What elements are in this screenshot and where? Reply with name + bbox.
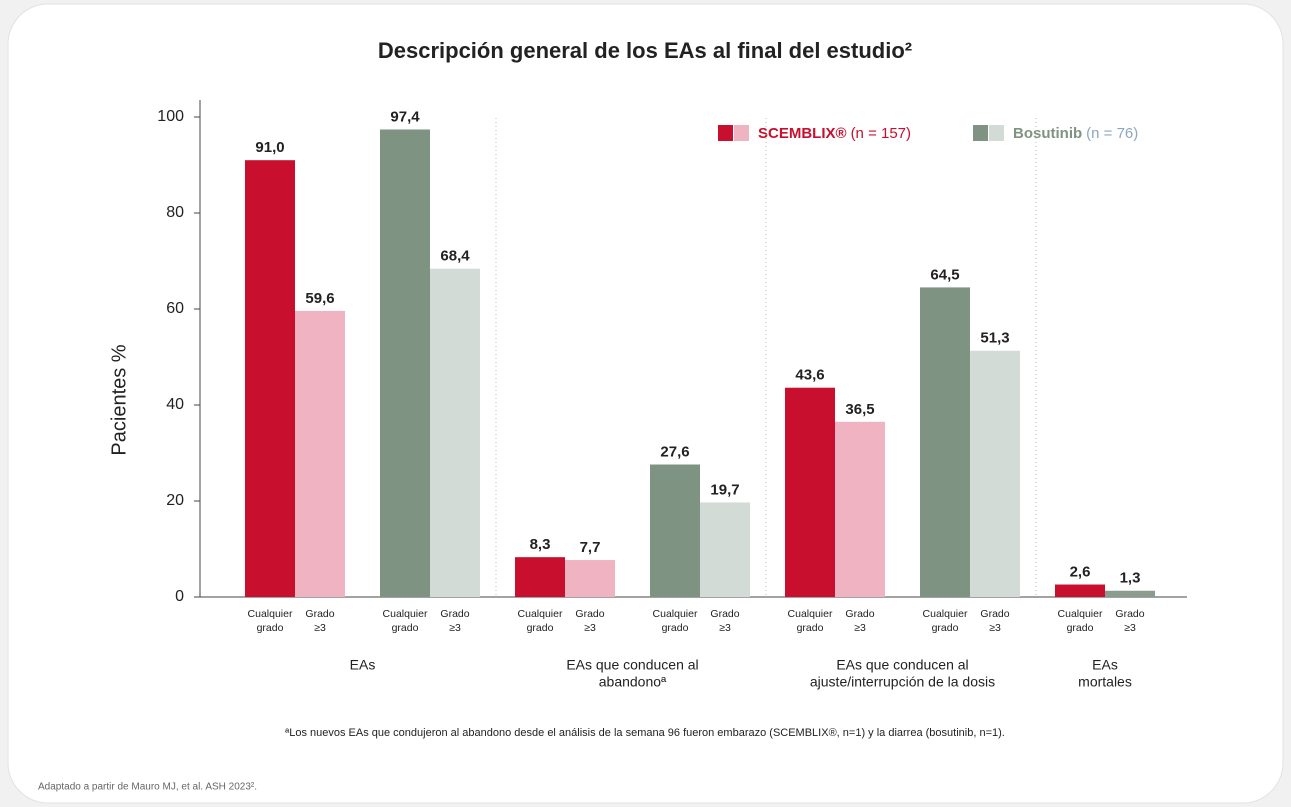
y-tick-label: 20 bbox=[166, 492, 184, 509]
legend-note: (n = 76) bbox=[1086, 125, 1138, 142]
x-tick-label: ≥3 bbox=[719, 622, 731, 634]
x-tick-label: Grado bbox=[980, 608, 1009, 620]
x-tick-label: ≥3 bbox=[1124, 622, 1136, 634]
x-tick-label: grado bbox=[392, 622, 419, 634]
x-tick-label: Cualquier bbox=[923, 608, 968, 620]
bar bbox=[1105, 590, 1155, 597]
legend-swatch bbox=[734, 125, 749, 141]
value-label: 64,5 bbox=[930, 266, 959, 283]
bar bbox=[295, 310, 345, 597]
chart-title: Descripción general de los EAs al final … bbox=[378, 38, 912, 63]
value-label: 68,4 bbox=[440, 248, 470, 265]
value-label: 19,7 bbox=[710, 481, 739, 498]
source: Adaptado a partir de Mauro MJ, et al. AS… bbox=[38, 782, 257, 793]
bar bbox=[515, 557, 565, 597]
y-tick-label: 60 bbox=[166, 300, 184, 317]
x-tick-label: grado bbox=[662, 622, 689, 634]
x-tick-label: ≥3 bbox=[314, 622, 326, 634]
footnote: ªLos nuevos EAs que condujeron al abando… bbox=[285, 727, 1005, 739]
x-tick-label: grado bbox=[257, 622, 284, 634]
group-label: ajuste/interrupción de la dosis bbox=[810, 674, 995, 690]
bar bbox=[1055, 584, 1105, 597]
x-tick-label: Grado bbox=[710, 608, 739, 620]
value-label: 36,5 bbox=[845, 401, 874, 418]
group-label: abandonoª bbox=[599, 674, 667, 690]
x-tick-label: Grado bbox=[305, 608, 334, 620]
x-tick-label: grado bbox=[932, 622, 959, 634]
x-tick-label: Grado bbox=[1115, 608, 1144, 620]
group-label: EAs que conducen al bbox=[836, 657, 968, 673]
group-label: mortales bbox=[1078, 674, 1132, 690]
x-tick-label: Cualquier bbox=[1058, 608, 1103, 620]
legend-note: (n = 157) bbox=[851, 125, 911, 142]
bar bbox=[565, 560, 615, 597]
x-tick-label: ≥3 bbox=[854, 622, 866, 634]
x-tick-label: ≥3 bbox=[584, 622, 596, 634]
value-label: 1,3 bbox=[1120, 570, 1141, 587]
bar bbox=[920, 287, 970, 597]
legend-name: Bosutinib bbox=[1013, 125, 1082, 142]
y-tick-label: 100 bbox=[157, 108, 184, 125]
bar bbox=[430, 268, 480, 597]
bar bbox=[380, 129, 430, 598]
x-tick-label: Grado bbox=[440, 608, 469, 620]
value-label: 8,3 bbox=[530, 536, 551, 553]
bar bbox=[970, 350, 1020, 597]
x-tick-label: Grado bbox=[575, 608, 604, 620]
group-label: EAs bbox=[350, 657, 376, 673]
legend-swatch bbox=[989, 125, 1004, 141]
value-label: 2,6 bbox=[1070, 563, 1091, 580]
y-tick-label: 0 bbox=[175, 588, 184, 605]
x-tick-label: ≥3 bbox=[989, 622, 1001, 634]
bar bbox=[650, 464, 700, 597]
x-tick-label: Grado bbox=[845, 608, 874, 620]
legend-label: SCEMBLIX® (n = 157) bbox=[758, 125, 911, 142]
y-tick-label: 80 bbox=[166, 204, 184, 221]
value-label: 59,6 bbox=[305, 290, 334, 307]
bar bbox=[835, 421, 885, 597]
bar bbox=[700, 502, 750, 597]
x-tick-label: ≥3 bbox=[449, 622, 461, 634]
y-axis-label: Pacientes % bbox=[108, 344, 130, 455]
x-tick-label: grado bbox=[797, 622, 824, 634]
value-label: 27,6 bbox=[660, 443, 689, 460]
x-tick-label: Cualquier bbox=[653, 608, 698, 620]
x-tick-label: grado bbox=[1067, 622, 1094, 634]
legend-label: Bosutinib (n = 76) bbox=[1013, 125, 1138, 142]
bar bbox=[785, 387, 835, 597]
bar bbox=[245, 160, 295, 597]
group-label: EAs bbox=[1092, 657, 1118, 673]
legend-swatch bbox=[718, 125, 733, 141]
value-label: 91,0 bbox=[255, 139, 284, 156]
value-label: 51,3 bbox=[980, 330, 1009, 347]
value-label: 43,6 bbox=[795, 367, 824, 384]
group-label: EAs que conducen al bbox=[566, 657, 698, 673]
card bbox=[7, 3, 1284, 804]
x-tick-label: Cualquier bbox=[518, 608, 563, 620]
y-tick-label: 40 bbox=[166, 396, 184, 413]
value-label: 97,4 bbox=[390, 108, 420, 125]
x-tick-label: Cualquier bbox=[248, 608, 293, 620]
value-label: 7,7 bbox=[580, 539, 601, 556]
x-tick-label: Cualquier bbox=[788, 608, 833, 620]
x-tick-label: Cualquier bbox=[383, 608, 428, 620]
legend-name: SCEMBLIX® bbox=[758, 125, 847, 142]
legend-swatch bbox=[973, 125, 988, 141]
x-tick-label: grado bbox=[527, 622, 554, 634]
